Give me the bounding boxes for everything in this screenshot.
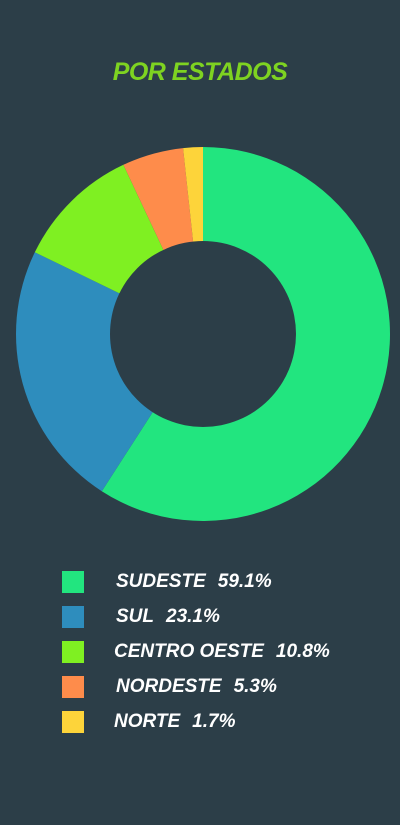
legend-value: 59.1% (217, 570, 272, 592)
legend-text: SUL 23.1% (116, 606, 220, 628)
legend-text: NORTE 1.7% (114, 711, 235, 733)
donut-hole (110, 241, 296, 427)
legend-label: NORDESTE (116, 675, 222, 697)
chart-legend: SUDESTE 59.1% SUL 23.1% CENTRO OESTE 10.8% … (62, 564, 392, 739)
legend-label: SUL (116, 605, 154, 627)
legend-swatch (62, 605, 84, 628)
legend-item-sudeste[interactable]: SUDESTE 59.1% (62, 564, 392, 599)
legend-value: 5.3% (233, 675, 277, 697)
legend-value: 1.7% (192, 710, 236, 732)
donut-chart (15, 147, 391, 521)
legend-label: SUDESTE (116, 570, 206, 592)
legend-text: NORDESTE 5.3% (116, 676, 277, 698)
chart-title: POR ESTADOS (112, 58, 288, 86)
legend-text: SUDESTE 59.1% (116, 571, 272, 593)
legend-swatch (62, 675, 84, 698)
legend-item-centro-oeste[interactable]: CENTRO OESTE 10.8% (62, 634, 392, 669)
legend-swatch (62, 570, 84, 593)
legend-item-sul[interactable]: SUL 23.1% (62, 599, 392, 634)
legend-swatch (62, 710, 84, 733)
legend-value: 10.8% (275, 640, 330, 662)
legend-swatch (62, 640, 84, 663)
legend-item-norte[interactable]: NORTE 1.7% (62, 704, 392, 739)
legend-item-nordeste[interactable]: NORDESTE 5.3% (62, 669, 392, 704)
legend-label: CENTRO OESTE (114, 640, 264, 662)
legend-label: NORTE (114, 710, 181, 732)
legend-text: CENTRO OESTE 10.8% (114, 641, 330, 663)
legend-value: 23.1% (166, 605, 220, 627)
